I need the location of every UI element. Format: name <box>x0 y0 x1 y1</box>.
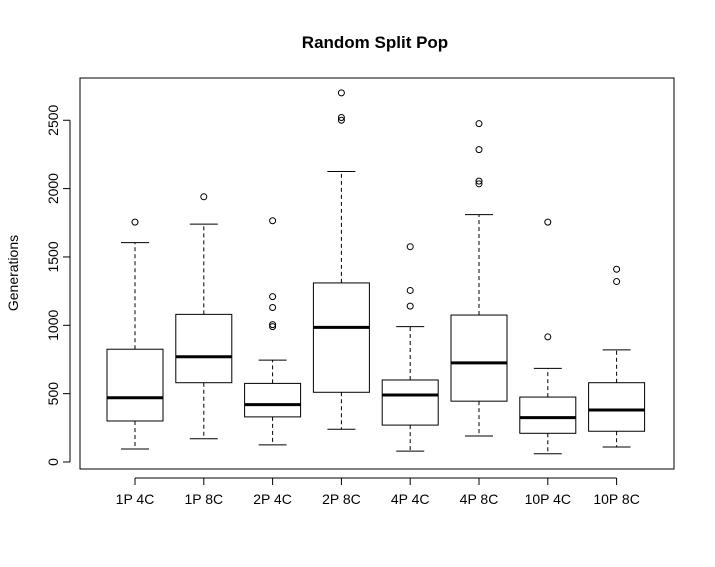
box-group <box>106 218 164 450</box>
box-group <box>381 243 439 452</box>
outlier-point <box>544 333 552 341</box>
outlier-point <box>406 286 414 294</box>
box-group <box>519 218 577 455</box>
iqr-box <box>519 396 577 434</box>
iqr-box <box>106 348 164 422</box>
outlier-point <box>475 177 483 185</box>
outlier-point <box>406 243 414 251</box>
x-tick-label: 2P 4C <box>253 491 292 507</box>
outlier-point <box>337 116 345 124</box>
outlier-point <box>269 304 277 312</box>
outlier-point <box>406 302 414 310</box>
y-tick-label: 2500 <box>45 104 61 135</box>
box-group <box>244 217 302 446</box>
y-axis-label: Generations <box>5 235 21 311</box>
box-group <box>450 120 508 437</box>
iqr-box <box>312 282 370 393</box>
x-tick-label: 10P 8C <box>593 491 639 507</box>
iqr-box <box>244 382 302 418</box>
boxes-group <box>106 89 646 455</box>
x-tick-label: 2P 8C <box>322 491 361 507</box>
outlier-point <box>337 114 345 122</box>
outlier-point <box>475 180 483 188</box>
y-tick-label: 1000 <box>45 310 61 341</box>
box-group <box>588 265 646 448</box>
outlier-point <box>337 89 345 97</box>
iqr-box <box>175 313 233 384</box>
iqr-box <box>450 314 508 402</box>
outlier-point <box>613 265 621 273</box>
plot-frame <box>79 77 675 470</box>
outlier-point <box>269 321 277 329</box>
y-tick-label: 0 <box>45 458 61 466</box>
outlier-point <box>269 323 277 331</box>
outlier-point <box>613 278 621 286</box>
iqr-box <box>588 382 646 432</box>
outlier-point <box>269 217 277 225</box>
y-tick-label: 500 <box>45 382 61 406</box>
x-tick-label: 1P 4C <box>116 491 155 507</box>
outlier-point <box>544 218 552 226</box>
box-group <box>175 193 233 440</box>
outlier-point <box>131 218 139 226</box>
x-tick-label: 1P 8C <box>184 491 223 507</box>
outlier-point <box>269 293 277 301</box>
outlier-point <box>200 193 208 201</box>
y-axis: 0 500 1000 1500 2000 2500 <box>45 104 71 466</box>
y-tick-label: 2000 <box>45 173 61 204</box>
y-tick-label: 1500 <box>45 241 61 272</box>
x-tick-label: 10P 4C <box>525 491 571 507</box>
x-tick-label: 4P 4C <box>391 491 430 507</box>
outlier-point <box>475 120 483 128</box>
outlier-point <box>475 146 483 154</box>
iqr-box <box>381 379 439 426</box>
box-group <box>312 89 370 430</box>
x-tick-label: 4P 8C <box>460 491 499 507</box>
chart-title: Random Split Pop <box>302 33 448 52</box>
x-axis: 1P 4C 1P 8C 2P 4C 2P 8C 4P 4C 4P 8C 10P 4C 10P … <box>116 477 640 507</box>
